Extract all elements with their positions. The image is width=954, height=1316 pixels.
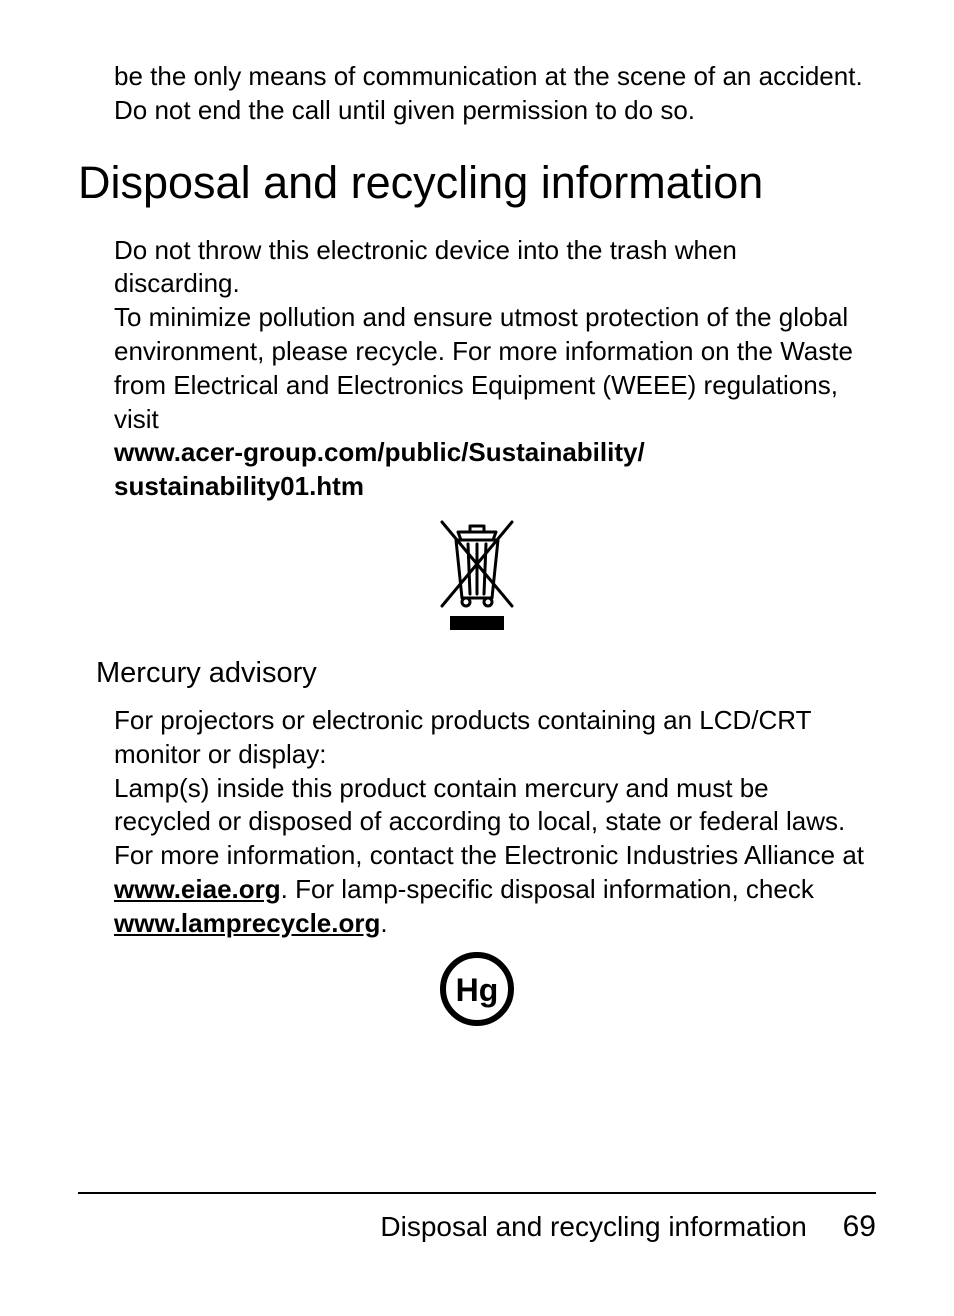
mercury-text-2c: .	[380, 908, 387, 938]
mercury-heading: Mercury advisory	[96, 657, 876, 690]
weee-crossed-bin-icon	[432, 514, 522, 639]
footer-page-number: 69	[843, 1210, 876, 1244]
mercury-link-eiae: www.eiae.org	[114, 874, 281, 904]
page-footer: Disposal and recycling information 69	[78, 1192, 876, 1244]
disposal-link-line2: sustainability01.htm	[114, 471, 364, 501]
section-heading: Disposal and recycling information	[78, 156, 876, 210]
disposal-text-2: To minimize pollution and ensure utmost …	[114, 302, 853, 433]
weee-icon-row	[78, 514, 876, 639]
disposal-paragraph: Do not throw this electronic device into…	[114, 234, 866, 504]
mercury-text-2b: . For lamp-specific disposal information…	[281, 874, 814, 904]
mercury-paragraph: For projectors or electronic products co…	[114, 704, 866, 941]
disposal-link-line1: www.acer-group.com/public/Sustainability…	[114, 437, 645, 467]
disposal-text-1: Do not throw this electronic device into…	[114, 235, 737, 299]
document-page: be the only means of communication at th…	[0, 0, 954, 1316]
mercury-text-1: For projectors or electronic products co…	[114, 705, 811, 769]
hg-icon-row: Hg	[78, 949, 876, 1034]
hg-label: Hg	[456, 972, 499, 1008]
mercury-text-2a: Lamp(s) inside this product contain merc…	[114, 773, 864, 871]
mercury-link-lamprecycle: www.lamprecycle.org	[114, 908, 380, 938]
footer-running-title: Disposal and recycling information	[380, 1211, 806, 1242]
intro-paragraph: be the only means of communication at th…	[114, 60, 866, 128]
hg-mercury-icon: Hg	[437, 949, 517, 1034]
